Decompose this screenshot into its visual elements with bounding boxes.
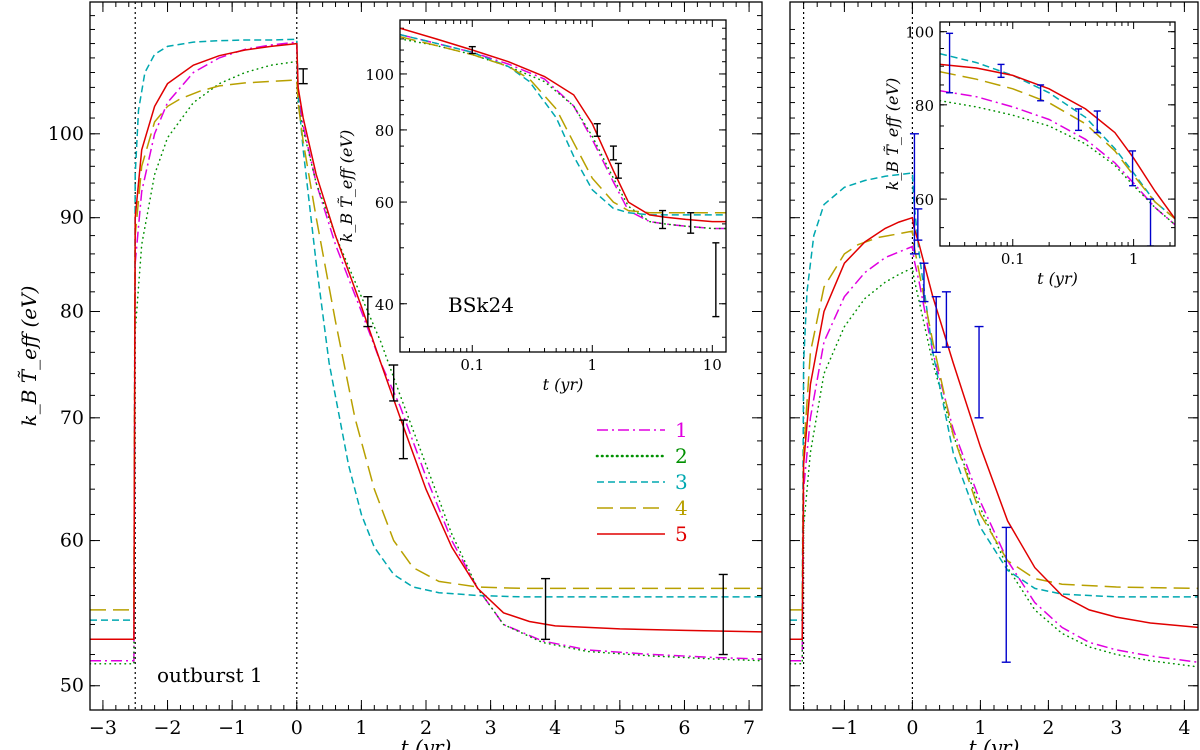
- x-tick-label: 0.1: [460, 356, 484, 374]
- y-tick-label: 80: [915, 97, 934, 115]
- panel-annotation: outburst 1: [157, 663, 263, 687]
- y-axis-label: k_B T̃_eff (eV): [337, 130, 356, 243]
- series-4-curve: [790, 230, 1198, 611]
- x-tick-label: 1: [974, 717, 986, 739]
- plot-area: [940, 32, 1175, 246]
- x-axis-label: t (yr): [969, 735, 1020, 750]
- x-tick-label: −3: [89, 717, 117, 739]
- x-tick-label: 3: [485, 717, 497, 739]
- y-tick-label: 100: [48, 123, 84, 145]
- x-axis-label: t (yr): [401, 735, 452, 750]
- x-tick-label: 0.1: [1001, 250, 1025, 268]
- series-3-curve: [400, 33, 726, 216]
- y-axis-label: k_B T̃_eff (eV): [17, 286, 41, 427]
- series-5-curve: [400, 27, 726, 223]
- series-3-curve: [940, 52, 1175, 220]
- y-tick-label: 50: [60, 675, 84, 697]
- y-tick-label: 40: [375, 296, 394, 314]
- series-4-curve: [90, 79, 762, 611]
- x-tick-label: 4: [549, 717, 561, 739]
- y-tick-label: 60: [60, 530, 84, 552]
- series-1-curve: [90, 41, 762, 662]
- y-tick-label: 70: [60, 407, 84, 429]
- series-5-curve: [90, 42, 762, 641]
- legend-label: 2: [675, 444, 688, 468]
- x-tick-label: −1: [830, 717, 858, 739]
- plot-frame: [789, 1, 1199, 711]
- y-tick-label: 100: [365, 66, 394, 84]
- x-tick-label: 1: [1129, 250, 1139, 268]
- y-tick-label: 60: [915, 191, 934, 209]
- panel-annotation: BSk24: [448, 293, 514, 317]
- legend-label: 3: [675, 470, 688, 494]
- x-tick-label: 0: [906, 717, 918, 739]
- x-tick-label: 7: [743, 717, 755, 739]
- x-tick-label: 3: [1110, 717, 1122, 739]
- legend-label: 5: [675, 522, 688, 546]
- x-axis-label: t (yr): [543, 375, 584, 394]
- panel-left-inset: 0.1 1 10 40 60 80 100 t (yr) k_B T̃_eff (eV) BSk2…: [337, 19, 727, 394]
- series-5-curve: [790, 216, 1198, 641]
- x-tick-label: −2: [154, 717, 182, 739]
- series-1-curve: [790, 245, 1198, 663]
- plot-area: [790, 133, 1198, 668]
- legend-label: 1: [675, 418, 688, 442]
- x-tick-label: 10: [703, 356, 722, 374]
- panel-right-main: −1 0 1 2 3 4 t (yr): [789, 1, 1199, 750]
- x-axis-label: t (yr): [1037, 269, 1078, 288]
- series-2-curve: [790, 266, 1198, 668]
- series-2-curve: [940, 99, 1175, 226]
- y-tick-label: 80: [60, 300, 84, 322]
- series-3-curve: [790, 172, 1198, 621]
- x-tick-label: 2: [1042, 717, 1054, 739]
- x-tick-label: 0: [291, 717, 303, 739]
- plot-frame: [939, 21, 1176, 247]
- x-tick-label: 2: [420, 717, 432, 739]
- plot-frame: [89, 1, 763, 711]
- series-4-curve: [400, 35, 726, 214]
- x-tick-label: 6: [678, 717, 690, 739]
- series-1-curve: [400, 33, 726, 230]
- y-tick-label: 100: [905, 24, 934, 42]
- y-tick-label: 60: [375, 194, 394, 212]
- y-tick-label: 90: [60, 207, 84, 229]
- inset-background: [940, 22, 1175, 246]
- y-tick-label: 80: [375, 122, 394, 140]
- x-tick-label: 4: [1178, 717, 1190, 739]
- series-3-curve: [90, 38, 762, 621]
- panel-right-inset: 0.1 1 60 80 100 t (yr) k_B T̃_eff (eV): [883, 21, 1176, 288]
- x-tick-label: 1: [588, 356, 598, 374]
- x-tick-label: −1: [218, 717, 246, 739]
- x-tick-label: 5: [614, 717, 626, 739]
- x-tick-label: 1: [355, 717, 367, 739]
- plot-area: [90, 38, 762, 665]
- series-5-curve: [940, 63, 1175, 220]
- series-4-curve: [940, 70, 1175, 220]
- inset-background: [400, 20, 726, 352]
- plot-area: [400, 27, 726, 318]
- plot-frame: [399, 19, 727, 353]
- legend-label: 4: [675, 496, 688, 520]
- y-axis-label: k_B T̃_eff (eV): [883, 78, 902, 191]
